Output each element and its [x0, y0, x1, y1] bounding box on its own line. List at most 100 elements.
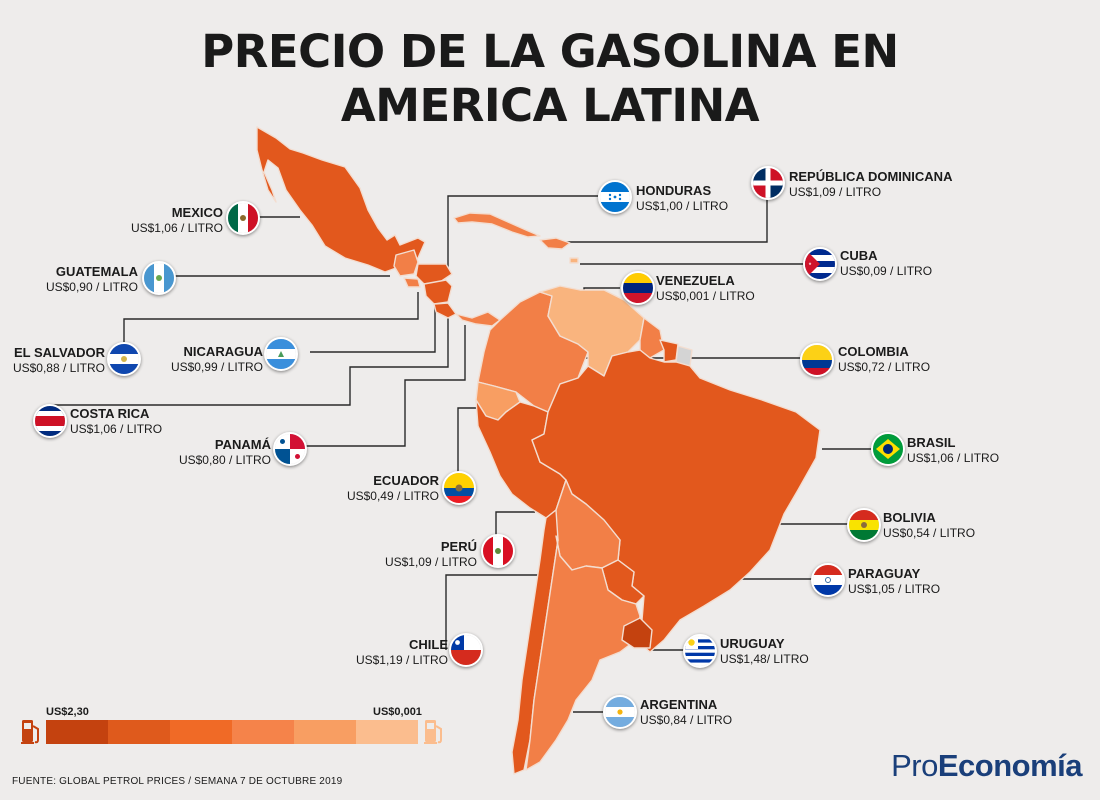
label-uruguay: URUGUAY US$1,48/ LITRO — [720, 636, 809, 667]
connector-nicaragua — [310, 300, 436, 353]
label-panama: PANAMÁ US$0,80 / LITRO — [179, 437, 271, 468]
label-argentina: ARGENTINA US$0,84 / LITRO — [640, 697, 732, 728]
argentina-flag-icon — [603, 695, 637, 729]
guatemala-flag-icon — [142, 261, 176, 295]
country-name: URUGUAY — [720, 636, 785, 651]
suriname-shape — [659, 339, 679, 363]
connector-honduras — [447, 195, 598, 270]
connector-el-salvador — [123, 292, 419, 343]
chile-flag-icon — [449, 633, 483, 667]
country-price: US$0,84 / LITRO — [640, 713, 733, 727]
label-mexico: MEXICO US$1,06 / LITRO — [131, 205, 223, 236]
country-name: BRASIL — [907, 435, 956, 450]
guatemala-shape — [393, 249, 419, 277]
legend-swatch — [232, 720, 294, 744]
dominicana-flag-icon — [751, 166, 785, 200]
label-bolivia: BOLIVIA US$0,54 / LITRO — [883, 510, 975, 541]
country-price: US$0,54 / LITRO — [883, 526, 976, 540]
connector-costa-rica — [50, 312, 449, 406]
bolivia-flag-icon — [847, 508, 881, 542]
country-price: US$1,09 / LITRO — [789, 185, 882, 199]
brand-logo: ProEconomía — [891, 748, 1082, 784]
colombia-flag-icon — [800, 343, 834, 377]
label-colombia: COLOMBIA US$0,72 / LITRO — [838, 344, 930, 375]
cuba-flag-icon — [803, 247, 837, 281]
dominicana-shape — [539, 237, 571, 250]
puerto-rico-shape — [569, 257, 579, 264]
title-line-2: AMERICA LATINA — [340, 79, 760, 132]
country-price: US$1,19 / LITRO — [355, 653, 448, 667]
country-price: US$0,88 / LITRO — [12, 361, 105, 375]
country-price: US$1,09 / LITRO — [384, 555, 477, 569]
label-guatemala: GUATEMALA US$0,90 / LITRO — [46, 264, 138, 295]
country-price: US$0,09 / LITRO — [840, 264, 933, 278]
brand-part-1: Pro — [891, 748, 938, 783]
legend-min-label: US$0,001 — [373, 706, 422, 718]
legend-swatch — [356, 720, 418, 744]
country-name: COLOMBIA — [838, 344, 909, 359]
mexico-shape — [256, 126, 426, 273]
country-name: VENEZUELA — [656, 273, 735, 288]
uruguay-flag-icon — [683, 634, 717, 668]
legend-swatch — [108, 720, 170, 744]
source-footer: FUENTE: GLOBAL PETROL PRICES / SEMANA 7 … — [12, 776, 343, 787]
country-price: US$1,48/ LITRO — [720, 652, 809, 666]
nicaragua-shape — [423, 279, 453, 305]
country-price: US$0,49 / LITRO — [346, 489, 439, 503]
country-name: PANAMÁ — [214, 437, 271, 452]
el-salvador-flag-icon — [107, 342, 141, 376]
country-name: ARGENTINA — [640, 697, 718, 712]
country-name: PERÚ — [440, 539, 477, 554]
country-price: US$0,90 / LITRO — [45, 280, 138, 294]
label-nicaragua: NICARAGUA US$0,99 / LITRO — [171, 344, 263, 375]
legend-swatch — [46, 720, 108, 744]
venezuela-flag-icon — [621, 271, 655, 305]
country-price: US$1,05 / LITRO — [848, 582, 941, 596]
label-chile: CHILE US$1,19 / LITRO — [356, 637, 448, 668]
label-el-salvador: EL SALVADOR US$0,88 / LITRO — [13, 345, 105, 376]
argentina-shape — [525, 535, 641, 771]
country-name: ECUADOR — [373, 473, 439, 488]
label-paraguay: PARAGUAY US$1,05 / LITRO — [848, 566, 940, 597]
label-dominicana: REPÚBLICA DOMINICANA US$1,09 / LITRO — [789, 169, 952, 200]
country-price: US$1,06 / LITRO — [130, 221, 223, 235]
legend-swatch — [170, 720, 232, 744]
panama-flag-icon — [273, 432, 307, 466]
label-peru: PERÚ US$1,09 / LITRO — [385, 539, 477, 570]
connector-dominicana — [565, 196, 768, 243]
country-name: REPÚBLICA DOMINICANA — [789, 169, 953, 184]
title-line-1: PRECIO DE LA GASOLINA EN — [201, 25, 899, 78]
country-name: NICARAGUA — [183, 344, 263, 359]
country-price: US$0,72 / LITRO — [838, 360, 931, 374]
el-salvador-shape — [403, 277, 421, 288]
nicaragua-flag-icon — [264, 337, 298, 371]
legend-max-label: US$2,30 — [46, 706, 89, 718]
paraguay-flag-icon — [811, 563, 845, 597]
honduras-flag-icon — [598, 180, 632, 214]
cuba-shape — [453, 212, 541, 238]
country-price: US$0,001 / LITRO — [656, 289, 755, 303]
label-venezuela: VENEZUELA US$0,001 / LITRO — [656, 273, 755, 304]
legend-swatch — [294, 720, 356, 744]
mexico-flag-icon — [226, 201, 260, 235]
connector-panama — [305, 325, 466, 447]
country-price: US$0,80 / LITRO — [178, 453, 271, 467]
connector-ecuador — [457, 407, 480, 480]
country-name: MEXICO — [171, 205, 223, 220]
fuel-pump-icon — [21, 720, 39, 744]
label-ecuador: ECUADOR US$0,49 / LITRO — [347, 473, 439, 504]
country-name: BOLIVIA — [883, 510, 936, 525]
country-name: COSTA RICA — [70, 406, 150, 421]
country-name: CUBA — [840, 248, 878, 263]
country-name: HONDURAS — [636, 183, 712, 198]
costa-rica-shape — [433, 302, 457, 319]
label-cuba: CUBA US$0,09 / LITRO — [840, 248, 932, 279]
country-name: CHILE — [409, 637, 448, 652]
costa-rica-flag-icon — [33, 404, 67, 438]
ecuador-flag-icon — [442, 471, 476, 505]
connector-chile — [445, 574, 548, 650]
uruguay-shape — [621, 617, 653, 649]
country-name: EL SALVADOR — [13, 345, 105, 360]
brand-part-2: Economía — [937, 748, 1083, 783]
